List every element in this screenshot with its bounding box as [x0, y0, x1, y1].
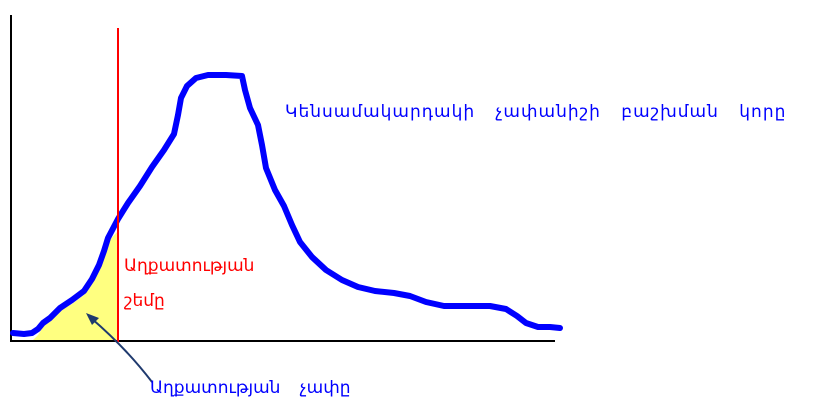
area-label: Աղքատության չափը	[150, 378, 351, 398]
threshold-label-line2: շեմը	[124, 291, 165, 311]
poverty-area-fill	[32, 231, 118, 341]
area-pointer-arrowhead	[86, 313, 99, 325]
threshold-label-line1: Աղքատության	[124, 256, 255, 276]
area-pointer-arrow	[90, 317, 153, 383]
curve-label: Կենսամակարդակի չափանիշի բաշխման կորը	[285, 102, 787, 122]
distribution-curve	[10, 72, 563, 337]
